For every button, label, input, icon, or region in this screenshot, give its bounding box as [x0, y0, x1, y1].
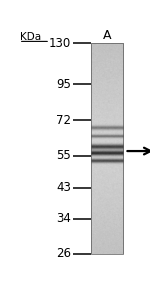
Text: 26: 26: [56, 247, 71, 260]
Text: KDa: KDa: [20, 32, 41, 42]
Text: 34: 34: [56, 212, 71, 225]
Text: 72: 72: [56, 114, 71, 127]
Text: 130: 130: [49, 37, 71, 50]
Text: 55: 55: [56, 149, 71, 162]
Text: 95: 95: [56, 78, 71, 91]
Text: A: A: [103, 29, 111, 42]
Text: 43: 43: [56, 181, 71, 194]
